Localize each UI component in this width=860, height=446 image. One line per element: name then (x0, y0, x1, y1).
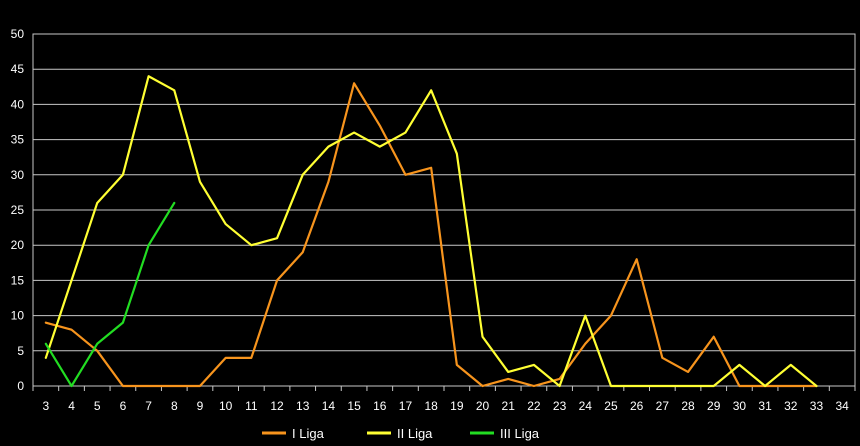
y-tick-label: 50 (11, 27, 25, 41)
legend-label-1: I Liga (292, 426, 325, 441)
x-tick-label: 4 (68, 399, 75, 413)
series-line-2 (44, 75, 818, 388)
x-tick-label: 15 (347, 399, 361, 413)
x-tick-label: 34 (835, 399, 849, 413)
x-tick-label: 12 (270, 399, 284, 413)
x-tick-label: 17 (399, 399, 413, 413)
x-tick-label: 28 (681, 399, 695, 413)
series-line-3 (44, 201, 176, 388)
x-tick-label: 31 (758, 399, 772, 413)
series-line-1 (44, 82, 818, 388)
series-lines (44, 75, 818, 388)
x-tick-label: 5 (94, 399, 101, 413)
x-tick-label: 19 (450, 399, 464, 413)
x-tick-label: 18 (424, 399, 438, 413)
x-tick-label: 9 (197, 399, 204, 413)
y-tick-label: 15 (11, 273, 25, 287)
x-tick-label: 23 (553, 399, 567, 413)
y-axis-tick-labels: 0 5 10 15 20 25 30 35 40 45 50 (11, 27, 25, 393)
legend-label-2: II Liga (397, 426, 433, 441)
y-tick-label: 30 (11, 168, 25, 182)
x-tick-label: 24 (579, 399, 593, 413)
x-tick-label: 32 (784, 399, 798, 413)
x-tick-label: 3 (43, 399, 50, 413)
x-tick-label: 20 (476, 399, 490, 413)
x-tick-label: 11 (245, 399, 258, 413)
x-tick-label: 25 (604, 399, 618, 413)
x-tick-label: 26 (630, 399, 644, 413)
x-tick-label: 6 (120, 399, 127, 413)
y-tick-label: 45 (11, 62, 25, 76)
legend-label-3: III Liga (500, 426, 540, 441)
x-tick-label: 33 (810, 399, 824, 413)
y-tick-label: 0 (17, 379, 24, 393)
y-tick-label: 20 (11, 238, 25, 252)
x-tick-label: 10 (219, 399, 233, 413)
x-tick-label: 14 (322, 399, 336, 413)
y-tick-label: 35 (11, 133, 25, 147)
x-axis-tick-labels: 3 4 5 6 7 8 9 10 11 12 13 14 15 16 17 18 19 20 21 22 23 24 25 2… (32, 386, 856, 413)
x-tick-label: 13 (296, 399, 310, 413)
x-tick-label: 16 (373, 399, 387, 413)
x-tick-label: 30 (733, 399, 747, 413)
y-tick-label: 10 (11, 309, 25, 323)
x-tick-label: 7 (145, 399, 152, 413)
x-tick-label: 8 (171, 399, 178, 413)
x-tick-label: 29 (707, 399, 721, 413)
y-tick-label: 5 (17, 344, 24, 358)
x-tick-label: 27 (656, 399, 670, 413)
x-tick-label: 22 (527, 399, 541, 413)
y-tick-label: 25 (11, 203, 25, 217)
legend: I Liga II Liga III Liga (262, 426, 540, 441)
x-tick-label: 21 (502, 399, 516, 413)
y-tick-label: 40 (11, 97, 25, 111)
